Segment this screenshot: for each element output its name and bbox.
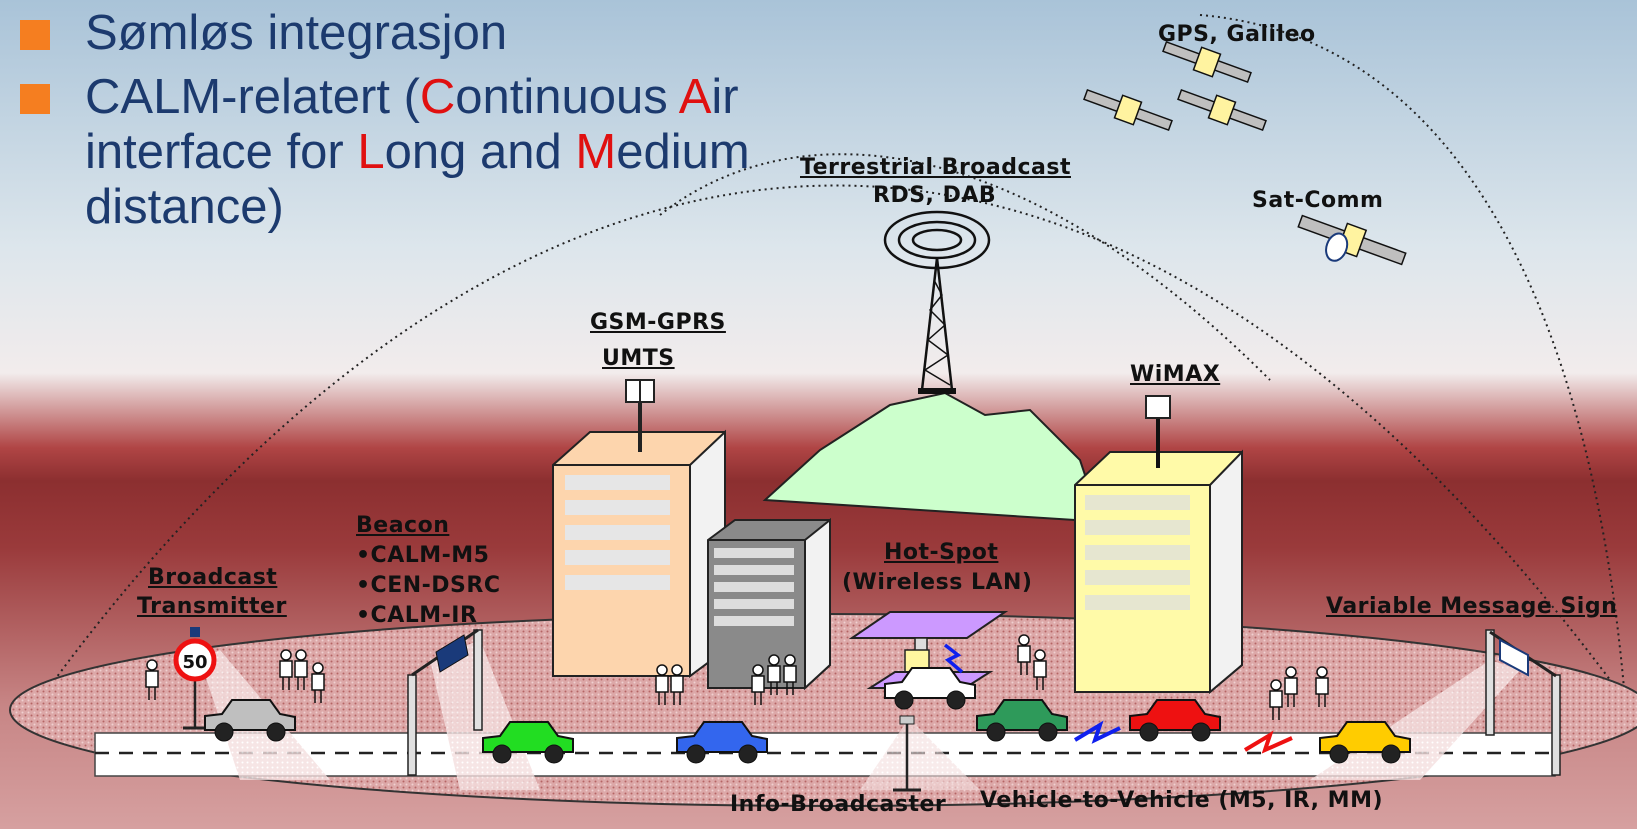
speed-sign-value: 50: [182, 652, 207, 673]
label-variable-message-sign: Variable Message Sign: [1326, 594, 1618, 619]
people-group-icon: [145, 634, 1329, 720]
wimax-antenna-icon: [1145, 395, 1171, 468]
white-car-icon: [884, 667, 976, 710]
label-wireless-lan: (Wireless LAN): [842, 570, 1033, 595]
satellite-icon-1: [1162, 40, 1252, 84]
broadcast-tower-icon: [883, 210, 991, 394]
label-umts: UMTS: [602, 346, 675, 371]
label-broadcast: Broadcast: [148, 565, 278, 590]
label-beacon-item: •CEN-DSRC: [356, 573, 501, 598]
label-rds-dab: RDS, DAB: [873, 183, 997, 208]
bullet-text-segment: CALM-relatert (: [85, 70, 420, 124]
speed-limit-sign-icon: 50: [173, 638, 217, 682]
label-sat-comm: Sat-Comm: [1252, 188, 1384, 213]
blue-car-icon: [676, 721, 768, 764]
label-vehicle-to-vehicle: Vehicle-to-Vehicle (M5, IR, MM): [980, 788, 1384, 813]
label-gsm-gprs: GSM-GPRS: [590, 310, 726, 335]
bullet-text-segment: edium: [616, 125, 750, 179]
bullet-text-segment: ir: [711, 70, 739, 124]
grey-car-icon: [204, 699, 296, 742]
bullet-line-3: distance): [85, 180, 284, 234]
bullet-marker: [20, 84, 50, 114]
label-hot-spot: Hot-Spot: [884, 540, 999, 565]
satellite-icon-3: [1177, 88, 1267, 132]
bullet-text-segment: ontinuous: [455, 70, 679, 124]
gsm-antenna-icon: [625, 379, 655, 452]
vehicles-layer: [204, 667, 1411, 764]
label-beacon-item: •CALM-IR: [356, 603, 478, 628]
hill: [762, 391, 1102, 521]
highlight-letter-a: A: [678, 70, 712, 124]
bullet-text-segment: ong and: [384, 125, 576, 179]
bullet-marker: [20, 20, 50, 50]
label-wimax: WiMAX: [1130, 362, 1221, 387]
label-terrestrial-broadcast: Terrestrial Broadcast: [800, 155, 1071, 180]
highlight-letter-c: C: [419, 70, 456, 124]
v2v-signal-blue-icon: [1073, 720, 1121, 744]
label-transmitter: Transmitter: [137, 594, 287, 619]
building-left-icon: [552, 429, 726, 678]
highlight-letter-l: L: [357, 125, 385, 179]
satcomm-satellite-icon: [1297, 214, 1407, 266]
yellow-car-icon: [1319, 721, 1411, 764]
bullet-text-segment: interface for: [85, 125, 358, 179]
dark-green-car-icon: [976, 699, 1068, 742]
green-car-icon: [482, 721, 574, 764]
bullet-line-1: CALM-relatert (Continuous Air: [85, 70, 739, 125]
red-car-icon: [1129, 699, 1221, 742]
label-info-broadcaster: Info-Broadcaster: [730, 792, 947, 817]
label-gps-galileo: GPS, Galileo: [1158, 22, 1316, 47]
building-middle-icon: [707, 517, 831, 691]
coverage-arc-terrestrial: [659, 153, 1271, 381]
label-beacon: Beacon: [356, 513, 450, 538]
satellite-icon-2: [1083, 88, 1173, 132]
v2v-signal-red-icon: [1243, 730, 1293, 754]
bullet-text: Sømløs integrasjon: [85, 6, 508, 60]
label-beacon-item: •CALM-M5: [356, 543, 490, 568]
highlight-letter-m: M: [575, 125, 617, 179]
info-broadcaster-icon: [860, 715, 980, 792]
bullet-line-2: interface for Long and Medium: [85, 125, 750, 180]
building-right-icon: [1074, 449, 1243, 695]
coverage-arc-right: [1199, 14, 1626, 701]
